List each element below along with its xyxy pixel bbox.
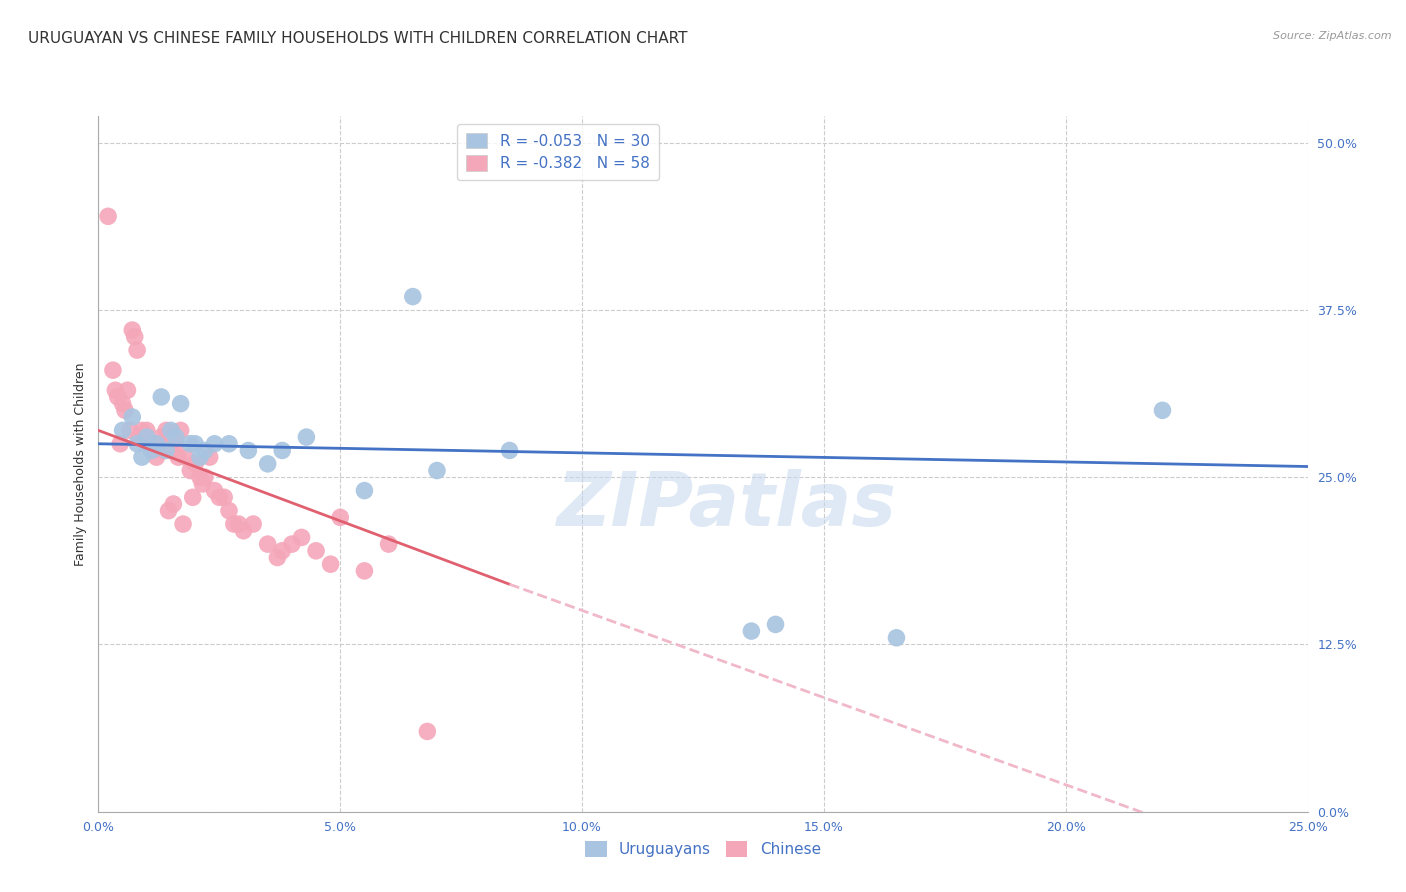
Point (319, 557, 342, 572)
Point (194, 443, 217, 458)
Point (150, 390, 173, 404)
Point (377, 537, 399, 551)
Point (165, 436, 187, 450)
Point (107, 390, 129, 404)
Point (127, 436, 149, 450)
Point (160, 443, 183, 458)
Text: ZIPatlas: ZIPatlas (557, 469, 897, 542)
Point (155, 424, 177, 438)
Point (101, 363, 124, 377)
Point (179, 436, 201, 450)
Point (111, 424, 134, 438)
Point (191, 476, 214, 491)
Point (256, 537, 278, 551)
Point (128, 430, 150, 444)
Point (152, 443, 174, 458)
Legend: Uruguayans, Chinese: Uruguayans, Chinese (579, 835, 827, 863)
Point (194, 470, 217, 484)
Point (169, 396, 191, 410)
Point (740, 624, 762, 639)
Point (218, 503, 240, 517)
Point (416, 724, 439, 739)
Point (329, 510, 352, 524)
Point (121, 323, 143, 337)
Point (157, 503, 180, 517)
Point (104, 384, 127, 398)
Point (135, 424, 157, 438)
Text: Source: ZipAtlas.com: Source: ZipAtlas.com (1274, 31, 1392, 41)
Point (150, 430, 173, 444)
Point (238, 443, 260, 458)
Point (145, 436, 167, 450)
Point (162, 497, 184, 511)
Point (131, 424, 153, 438)
Point (198, 450, 221, 464)
Text: URUGUAYAN VS CHINESE FAMILY HOUSEHOLDS WITH CHILDREN CORRELATION CHART: URUGUAYAN VS CHINESE FAMILY HOUSEHOLDS W… (28, 31, 688, 46)
Point (228, 516, 250, 531)
Point (256, 457, 278, 471)
Point (886, 631, 908, 645)
Point (188, 470, 211, 484)
Point (143, 436, 166, 450)
Point (169, 424, 191, 438)
Point (305, 543, 328, 558)
Point (218, 436, 240, 450)
Point (184, 436, 207, 450)
Point (121, 410, 143, 425)
Point (204, 436, 226, 450)
Point (141, 443, 163, 458)
Point (281, 537, 304, 551)
Point (208, 490, 231, 504)
Point (155, 443, 177, 458)
Point (295, 430, 318, 444)
Point (118, 424, 141, 438)
Point (184, 457, 207, 471)
Point (114, 403, 136, 417)
Point (111, 396, 134, 410)
Point (127, 343, 149, 358)
Point (179, 464, 201, 478)
Point (212, 490, 235, 504)
Point (124, 330, 146, 344)
Point (145, 450, 167, 464)
Point (108, 436, 131, 450)
Point (290, 530, 312, 544)
Point (131, 450, 153, 464)
Point (188, 450, 211, 464)
Point (498, 443, 520, 458)
Point (165, 430, 187, 444)
Point (138, 436, 160, 450)
Y-axis label: Family Households with Children: Family Households with Children (75, 362, 87, 566)
Point (402, 289, 425, 303)
Point (97, 209, 120, 223)
Point (353, 564, 375, 578)
Point (271, 543, 294, 558)
Point (174, 450, 197, 464)
Point (160, 424, 183, 438)
Point (426, 464, 449, 478)
Point (222, 516, 245, 531)
Point (135, 430, 157, 444)
Point (266, 550, 288, 565)
Point (134, 430, 156, 444)
Point (353, 483, 375, 498)
Point (271, 443, 294, 458)
Point (765, 617, 787, 632)
Point (148, 436, 170, 450)
Point (1152, 403, 1174, 417)
Point (117, 384, 139, 398)
Point (181, 490, 204, 504)
Point (232, 524, 254, 538)
Point (242, 516, 264, 531)
Point (204, 483, 226, 498)
Point (167, 450, 190, 464)
Point (141, 443, 163, 458)
Point (172, 516, 194, 531)
